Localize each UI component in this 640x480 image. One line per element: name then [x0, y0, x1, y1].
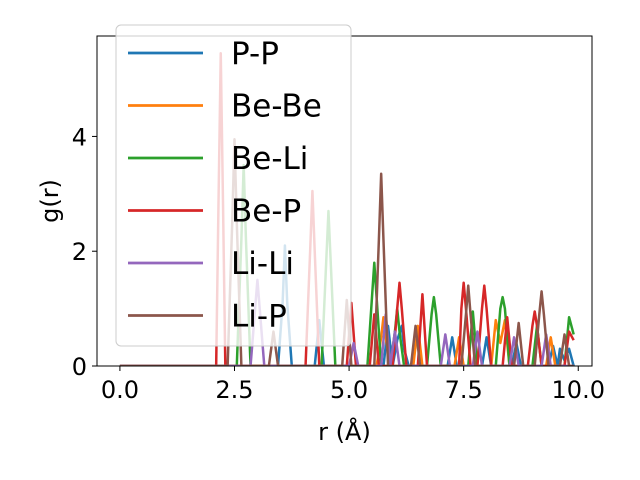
- legend: P-P Be-Be Be-Li Be-P Li-Li Li-P: [115, 24, 352, 347]
- y-axis-label: g(r): [36, 179, 64, 223]
- x-tick-label: 10.0: [552, 376, 605, 404]
- legend-items: P-P Be-Be Be-Li Be-P Li-Li Li-P: [128, 36, 322, 335]
- y-tick-label: 2: [72, 238, 87, 266]
- legend-label-li-p: Li-P: [231, 299, 287, 335]
- legend-label-p-p: P-P: [231, 36, 279, 72]
- y-tick-label: 0: [72, 353, 87, 381]
- x-tick-label: 5.0: [330, 376, 368, 404]
- series-line-li-p: [119, 138, 574, 366]
- tick-layer: 0.0 2.5 5.0 7.5 10.0 0 2 4: [72, 123, 605, 404]
- legend-label-li-li: Li-Li: [231, 246, 294, 282]
- x-tick-label: 2.5: [215, 376, 253, 404]
- legend-label-be-p: Be-P: [231, 194, 301, 230]
- legend-label-be-be: Be-Be: [231, 89, 322, 125]
- series-line-p-p: [119, 244, 575, 366]
- x-axis-label: r (Å): [318, 417, 371, 446]
- x-tick-label: 0.0: [101, 376, 139, 404]
- legend-label-be-li: Be-Li: [231, 141, 308, 177]
- y-tick-label: 4: [72, 123, 87, 151]
- x-tick-label: 7.5: [445, 376, 483, 404]
